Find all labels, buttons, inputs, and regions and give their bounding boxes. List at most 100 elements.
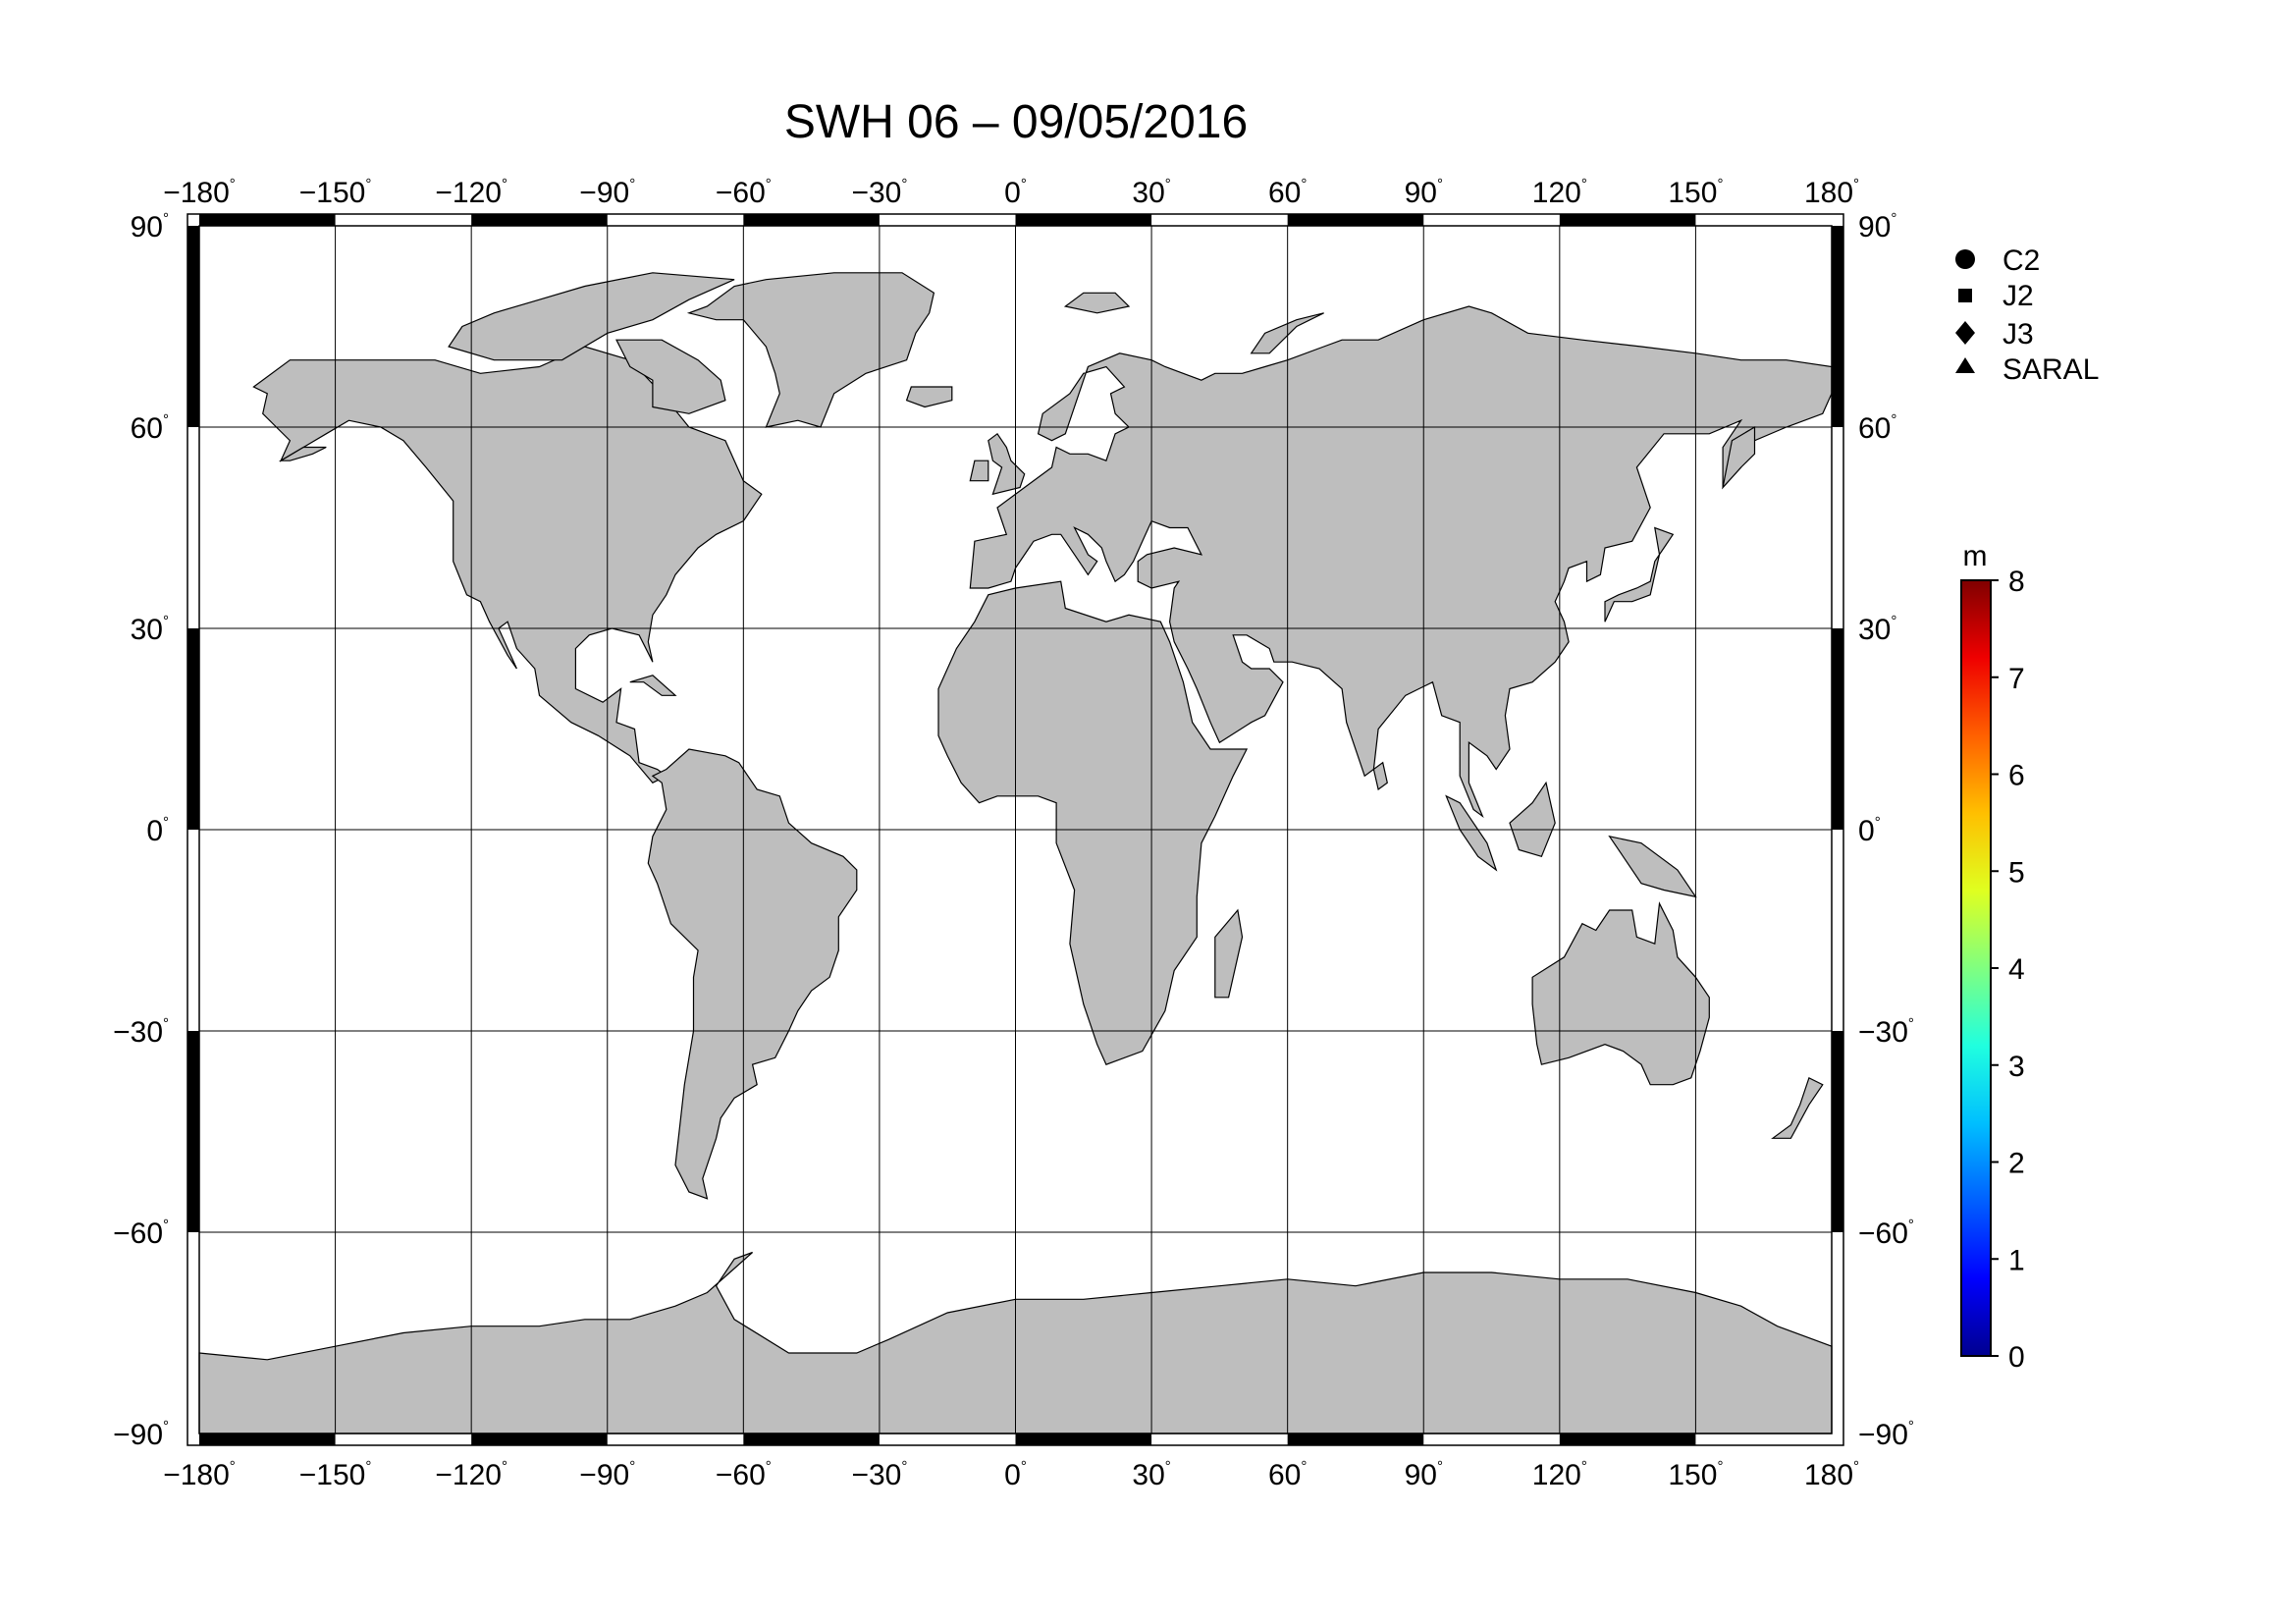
lon-tick-label-bottom: 30° — [1132, 1458, 1170, 1491]
colorbar-gradient — [1960, 579, 1992, 1357]
lon-tick-label-top: −90° — [579, 176, 635, 209]
legend-item-saral: SARAL — [1955, 353, 2099, 386]
square-icon — [1958, 289, 1972, 302]
lat-tick-label-left: −90° — [113, 1418, 169, 1451]
circle-icon — [1955, 249, 1975, 269]
lon-tick-label-top: 30° — [1132, 176, 1170, 209]
lon-tick-label-bottom: −60° — [716, 1458, 772, 1491]
landmass-baffin-island — [615, 339, 726, 414]
landmass-ireland — [969, 460, 989, 482]
frame-bar-right — [1832, 226, 1843, 427]
lat-tick-label-right: 60° — [1858, 411, 1896, 445]
lon-tick-label-top: −150° — [299, 176, 372, 209]
lon-tick-label-top: 120° — [1532, 176, 1587, 209]
legend-item-j3: J3 — [1955, 318, 2034, 351]
colorbar-tick-label: 1 — [2008, 1244, 2025, 1276]
frame-bar-bottom — [1287, 1434, 1424, 1445]
lon-tick-label-top: −30° — [851, 176, 907, 209]
colorbar-tick-label: 4 — [2008, 953, 2025, 986]
landmass-madagascar — [1214, 908, 1244, 999]
legend-label-c2: C2 — [2002, 244, 2040, 277]
landmass-eurasia — [969, 305, 1833, 819]
lat-tick-label-left: 30° — [131, 613, 169, 646]
landmass-alaska-south — [278, 446, 327, 461]
lon-tick-label-top: −180° — [163, 176, 236, 209]
map-title: SWH 06 – 09/05/2016 — [784, 96, 1248, 148]
lon-tick-label-bottom: 150° — [1668, 1458, 1723, 1491]
frame-bar-bottom — [1015, 1434, 1152, 1445]
colorbar-tick-label: 5 — [2008, 856, 2025, 889]
landmass-kamchatka-west — [1722, 425, 1756, 490]
lon-tick-label-bottom: −180° — [163, 1458, 236, 1491]
diamond-icon — [1955, 321, 1975, 345]
lon-tick-label-bottom: 180° — [1804, 1458, 1859, 1491]
colorbar-tick-label: 8 — [2008, 566, 2025, 598]
frame-bar-bottom — [199, 1434, 336, 1445]
legend-label-saral: SARAL — [2002, 353, 2099, 386]
lon-tick-label-top: 0° — [1004, 176, 1027, 209]
colorbar: m 0 1 2 3 4 5 6 7 8 — [1960, 540, 2025, 1374]
frame-bar-top — [743, 214, 880, 226]
frame-bar-bottom — [743, 1434, 880, 1445]
lon-tick-label-top: 90° — [1405, 176, 1443, 209]
lat-tick-label-right: 30° — [1858, 613, 1896, 646]
legend-item-c2: C2 — [1955, 244, 2040, 277]
landmass-svalbard — [1063, 292, 1131, 314]
frame-bar-top — [199, 214, 336, 226]
triangle-icon — [1955, 357, 1975, 373]
lat-tick-label-right: −60° — [1858, 1217, 1914, 1250]
landmass-sumatra — [1445, 794, 1498, 872]
lon-tick-label-bottom: −90° — [579, 1458, 635, 1491]
legend-label-j2: J2 — [2002, 280, 2034, 312]
lat-tick-label-left: −60° — [113, 1217, 169, 1250]
landmass-canadian-arctic — [448, 272, 735, 361]
lon-tick-label-bottom: −150° — [299, 1458, 372, 1491]
colorbar-tick-label: 2 — [2008, 1148, 2025, 1180]
lon-tick-label-top: 150° — [1668, 176, 1723, 209]
landmass-great-britain — [988, 432, 1026, 496]
landmass-greenland — [686, 272, 935, 428]
lat-tick-label-right: 90° — [1858, 210, 1896, 243]
lat-tick-label-left: 60° — [131, 411, 169, 445]
graticule — [199, 226, 1832, 1434]
lat-tick-label-right: 0° — [1858, 814, 1881, 847]
lon-tick-label-top: 60° — [1268, 176, 1307, 209]
frame-bar-bottom — [471, 1434, 608, 1445]
frame-bar-left — [187, 1031, 199, 1232]
lat-tick-label-left: 0° — [146, 814, 169, 847]
landmass-sri-lanka — [1372, 761, 1388, 791]
frame-bar-top — [1287, 214, 1424, 226]
colorbar-tick-label: 0 — [2008, 1341, 2025, 1374]
frame-bar-top — [1559, 214, 1696, 226]
frame-bar-top — [1015, 214, 1152, 226]
colorbar-tick-label: 3 — [2008, 1051, 2025, 1083]
frame-bar-left — [187, 226, 199, 427]
lat-tick-label-right: −30° — [1858, 1015, 1914, 1049]
lon-tick-label-top: −60° — [716, 176, 772, 209]
colorbar-tick-label: 7 — [2008, 663, 2025, 695]
lon-tick-label-bottom: 60° — [1268, 1458, 1307, 1491]
lon-tick-label-bottom: −30° — [851, 1458, 907, 1491]
landmass-japan — [1604, 526, 1675, 622]
frame-bar-right — [1832, 628, 1843, 830]
frame-bar-top — [471, 214, 608, 226]
frame-bar-left — [187, 628, 199, 830]
landmass-new-guinea — [1608, 835, 1697, 898]
landmass-new-zealand — [1771, 1076, 1824, 1139]
legend-label-j3: J3 — [2002, 318, 2034, 351]
colorbar-unit: m — [1963, 540, 1988, 572]
frame-bar-right — [1832, 1031, 1843, 1232]
lat-tick-label-left: −30° — [113, 1015, 169, 1049]
lon-tick-label-top: −120° — [435, 176, 507, 209]
colorbar-tick-label: 6 — [2008, 760, 2025, 792]
axis-tick-labels: −180° −180° −150° −150° −120° −120° −90° −90° −6… — [113, 176, 1914, 1491]
satellite-legend: C2 J2 J3 SARAL — [1955, 244, 2099, 386]
landmass-cuba — [629, 675, 677, 696]
lon-tick-label-bottom: 90° — [1405, 1458, 1443, 1491]
lon-tick-label-bottom: 120° — [1532, 1458, 1587, 1491]
lon-tick-label-bottom: 0° — [1004, 1458, 1027, 1491]
landmass-north-america — [252, 346, 763, 784]
map-frame — [187, 213, 1844, 1446]
landmass-iceland — [905, 386, 953, 408]
